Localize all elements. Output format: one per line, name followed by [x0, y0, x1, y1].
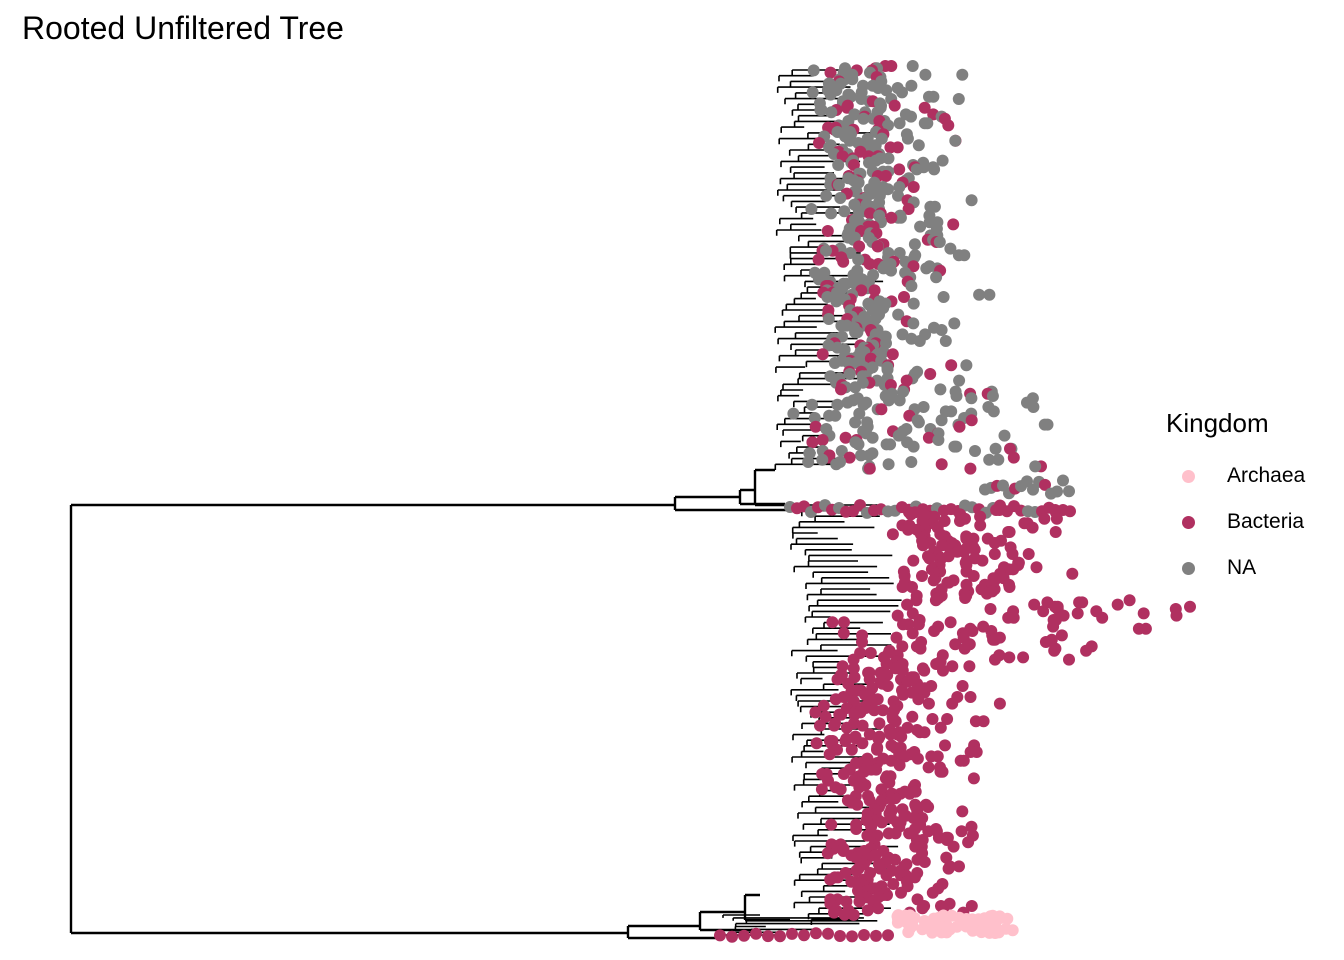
legend-key-bacteria	[1182, 515, 1195, 529]
legend-item-archaea: Archaea	[1166, 453, 1305, 499]
legend-item-na: NA	[1166, 545, 1305, 591]
legend: Kingdom Archaea Bacteria NA	[1166, 408, 1305, 591]
legend-item-bacteria: Bacteria	[1166, 499, 1305, 545]
plot-title: Rooted Unfiltered Tree	[22, 10, 344, 46]
legend-title: Kingdom	[1166, 408, 1269, 438]
legend-label-archaea: Archaea	[1227, 464, 1306, 487]
legend-label-na: NA	[1227, 556, 1257, 579]
legend-key-archaea	[1182, 469, 1195, 483]
tree-branches	[69, 468, 800, 940]
legend-key-na	[1182, 561, 1195, 575]
legend-label-bacteria: Bacteria	[1227, 510, 1305, 533]
